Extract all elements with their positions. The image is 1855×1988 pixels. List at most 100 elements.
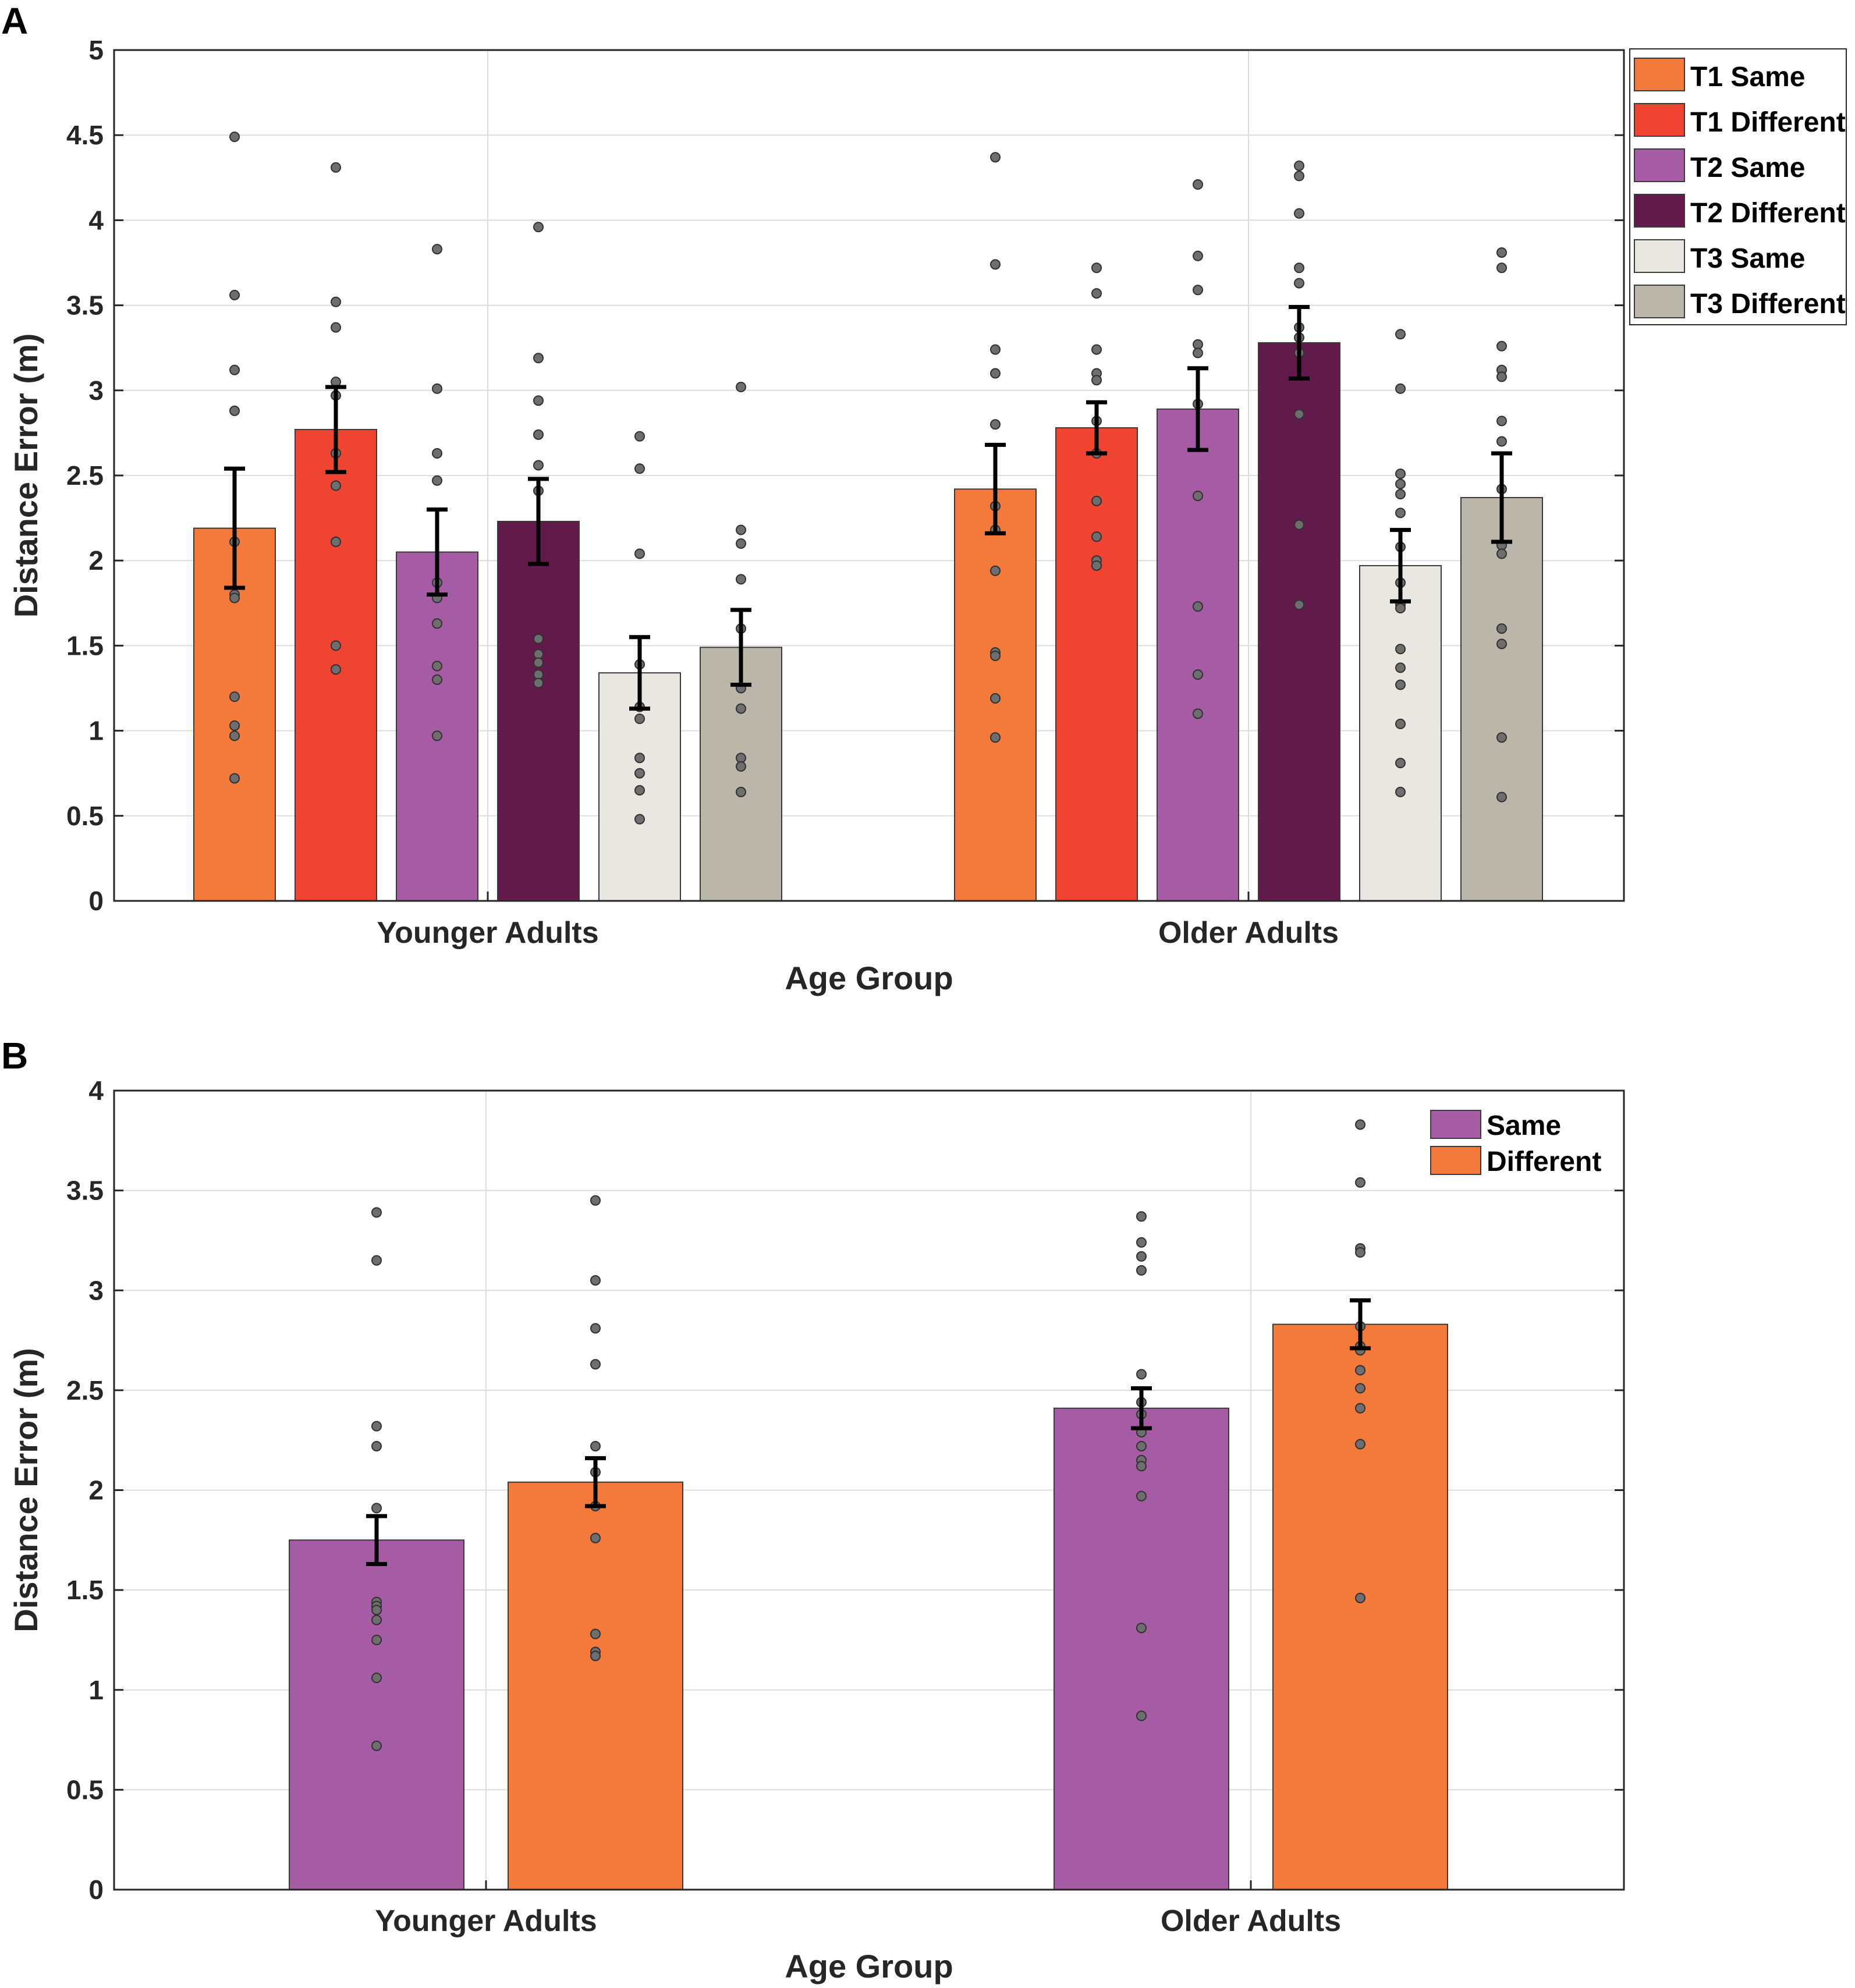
panel-a-y-tick-label: 4.5 [66, 120, 104, 150]
panel-b-axes-box [113, 1089, 1625, 1891]
panel-a-chart: 0 0.5 1 1.5 2 2.5 3 3.5 4 4.5 5 Younger Adults Older… [8, 35, 1847, 996]
panel-a-data-point-t2-same [432, 448, 442, 459]
panel-a-y-tick-label: 1 [88, 716, 104, 746]
panel-b-data-point-different [590, 1628, 601, 1639]
panel-a-data-point-t1-same [229, 364, 240, 375]
panel-a-data-point-t1-same [990, 732, 1001, 743]
panel-a-data-point-t2-same [1193, 285, 1203, 296]
panel-a-data-point-t2-different [1294, 599, 1304, 610]
panel-a-data-point-t2-different [533, 460, 544, 471]
panel-b-bar-same-older-adults [1054, 1407, 1229, 1891]
panel-b-y-tick-label: 1 [88, 1675, 104, 1705]
panel-a-legend-label-t3-same: T3 Same [1690, 243, 1805, 274]
panel-a-data-point-t2-different [1294, 171, 1304, 182]
panel-b-data-point-different [590, 1650, 601, 1662]
panel-a-data-point-t1-same [229, 592, 240, 604]
panel-b-data-point-different [590, 1359, 601, 1370]
panel-a-bar-t1-different-older-adults [1055, 427, 1138, 901]
panel-b-data-point-same [1136, 1490, 1147, 1501]
panel-b-data-point-different [590, 1195, 601, 1206]
panel-a-y-tick-label: 0 [88, 886, 104, 916]
panel-a-y-tick-label: 2.5 [66, 460, 104, 491]
panel-a-data-point-t2-different [1294, 278, 1304, 289]
panel-a-data-point-t3-same [634, 431, 645, 442]
panel-b-x-tick-label-younger-adults: Younger Adults [375, 1904, 597, 1938]
panel-a-data-point-t3-same [1395, 329, 1406, 340]
panel-a-data-point-t3-different [1496, 436, 1507, 447]
panel-a-data-point-t1-different [1091, 560, 1102, 571]
panel-b-data-point-same [1136, 1369, 1147, 1380]
panel-b-y-tick-label: 1.5 [66, 1575, 104, 1605]
panel-a-data-point-t3-same [1395, 468, 1406, 480]
panel-a-data-point-t1-same [990, 152, 1001, 163]
panel-a-data-point-t1-different [1091, 288, 1102, 299]
panel-a-data-point-t2-same [1193, 179, 1203, 190]
panel-a-legend-label-t1-same: T1 Same [1690, 62, 1805, 93]
panel-a-data-point-t2-different [1294, 262, 1304, 274]
panel-a-legend-label-t1-different: T1 Different [1690, 107, 1846, 138]
panel-b-data-point-same [1136, 1265, 1147, 1276]
panel-a-data-point-t2-different [533, 669, 544, 680]
panel-a-data-point-t2-same [432, 244, 442, 255]
panel-a-bar-t2-different-younger-adults [497, 520, 580, 901]
panel-a-data-point-t2-different [1294, 160, 1304, 171]
panel-b-data-point-same [371, 1255, 382, 1266]
panel-a-data-point-t3-different [1496, 548, 1507, 559]
panel-b-data-point-same [1136, 1710, 1147, 1721]
panel-letter-a: A [1, 0, 28, 42]
panel-a-data-point-t3-different [736, 524, 746, 535]
panel-a-data-point-t3-different [1496, 732, 1507, 743]
panel-a-data-point-t1-same [229, 773, 240, 784]
panel-a-data-point-t2-same [1193, 339, 1203, 350]
panel-b-data-point-same [371, 1207, 382, 1218]
panel-a-data-point-t2-different [533, 222, 544, 233]
panel-a-bar-t2-same-older-adults [1157, 408, 1239, 901]
panel-letter-b: B [1, 1035, 28, 1077]
panel-a-data-point-t2-same [1193, 708, 1203, 719]
panel-b-legend-swatch-same [1430, 1110, 1481, 1139]
panel-a-data-point-t2-different [1294, 409, 1304, 420]
panel-a-data-point-t3-same [1395, 603, 1406, 614]
panel-a-data-point-t1-different [331, 322, 341, 333]
panel-b-data-point-same [371, 1421, 382, 1432]
panel-a-data-point-t1-same [229, 730, 240, 741]
panel-a-x-tick-label-younger-adults: Younger Adults [377, 916, 598, 950]
panel-a-data-point-t1-different [331, 162, 341, 173]
panel-b-data-point-same [371, 1503, 382, 1514]
panel-b-data-point-different [590, 1440, 601, 1451]
panel-a-data-point-t3-different [1496, 262, 1507, 274]
panel-b-y-tick-label: 3.5 [66, 1176, 104, 1206]
panel-a-data-point-t1-different [331, 640, 341, 651]
panel-a-data-point-t2-same [432, 730, 442, 741]
panel-a-data-point-t3-same [634, 768, 645, 779]
panel-a-data-point-t2-same [1193, 601, 1203, 612]
panel-a-legend-swatch-t3-same [1634, 239, 1685, 273]
panel-a-data-point-t2-same [1193, 669, 1203, 680]
panel-a-data-point-t1-same [990, 368, 1001, 379]
panel-a-data-point-t3-different [736, 761, 746, 772]
panel-b-data-point-same [1136, 1440, 1147, 1451]
panel-b-bar-different-older-adults [1272, 1323, 1448, 1891]
panel-a-data-point-t3-different [1496, 340, 1507, 352]
panel-b-data-point-same [1136, 1623, 1147, 1634]
panel-b-data-point-different [590, 1323, 601, 1334]
panel-b-data-point-different [1355, 1247, 1365, 1258]
panel-a-y-axis-title: Distance Error (m) [8, 333, 44, 618]
panel-a-data-point-t1-different [1091, 344, 1102, 355]
panel-a-data-point-t2-different [533, 649, 544, 660]
panel-b-legend-label-same: Same [1487, 1110, 1561, 1141]
panel-a-legend-swatch-t1-different [1634, 103, 1685, 137]
panel-b-legend-swatch-different [1430, 1146, 1481, 1175]
panel-a-data-point-t1-same [990, 259, 1001, 270]
panel-a-data-point-t3-different [736, 703, 746, 714]
panel-a-legend-swatch-t2-different [1634, 194, 1685, 228]
panel-a-data-point-t3-different [736, 752, 746, 764]
panel-a-data-point-t1-different [331, 537, 341, 548]
panel-b-y-tick-label: 3 [88, 1275, 104, 1305]
panel-a-data-point-t3-different [1496, 416, 1507, 427]
panel-a-data-point-t3-same [1395, 644, 1406, 655]
panel-a-data-point-t3-same [1395, 383, 1406, 394]
panel-b-data-point-same [371, 1440, 382, 1451]
panel-a-data-point-t3-same [1395, 718, 1406, 729]
panel-b-bar-different-younger-adults [508, 1481, 683, 1890]
